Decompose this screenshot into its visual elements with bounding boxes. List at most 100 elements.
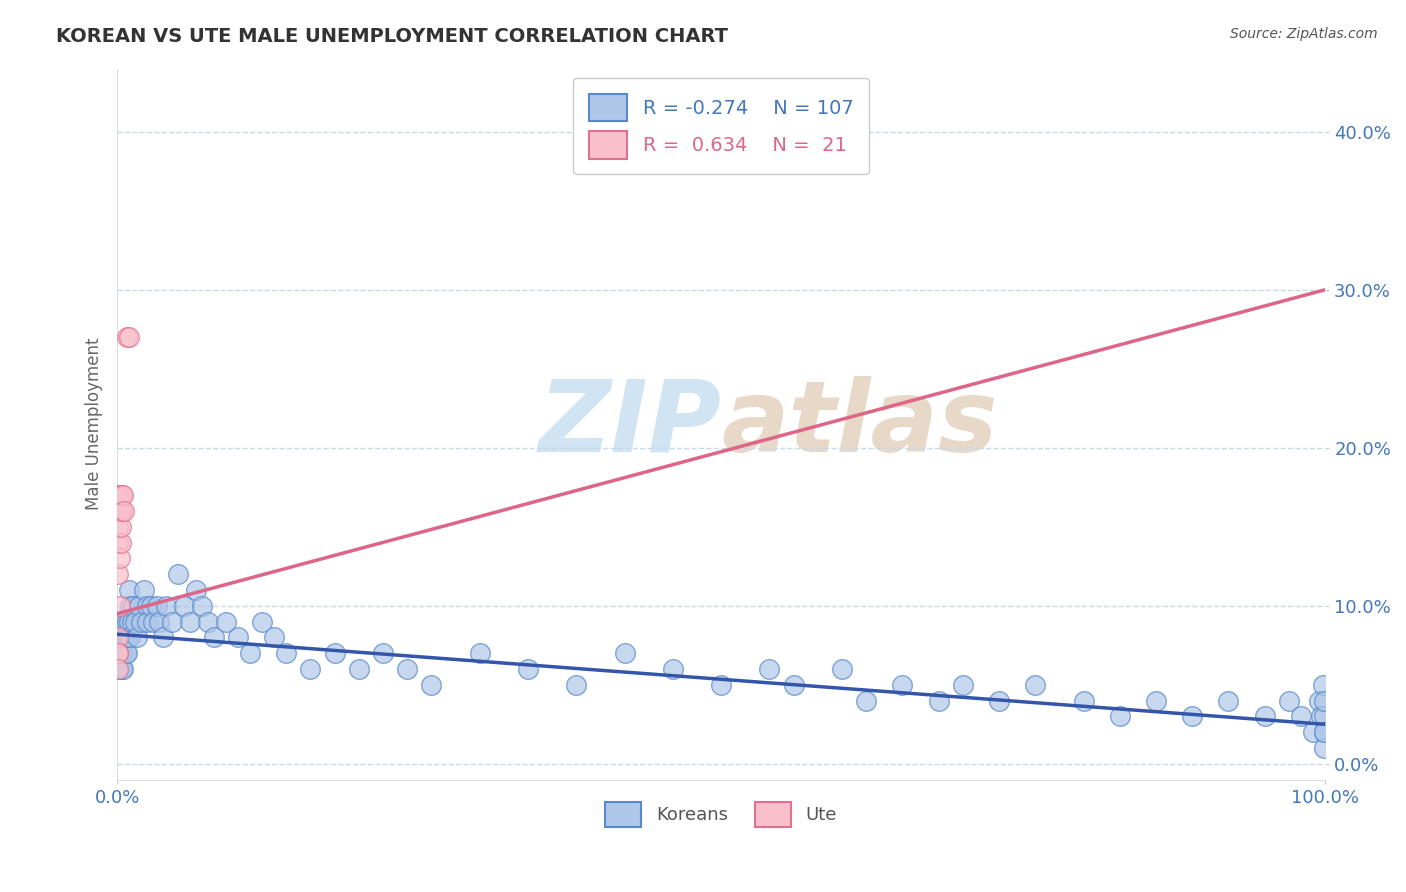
Point <box>107 615 129 629</box>
Point <box>131 615 153 629</box>
Point <box>1073 693 1095 707</box>
Point <box>107 662 129 676</box>
Point <box>1310 709 1333 723</box>
Point <box>107 488 129 502</box>
Point <box>347 662 370 676</box>
Point <box>114 631 136 645</box>
Point <box>111 646 134 660</box>
Point <box>107 631 129 645</box>
Point <box>117 631 139 645</box>
Point <box>239 646 262 660</box>
Point <box>299 662 322 676</box>
Point <box>613 646 636 660</box>
Point <box>202 631 225 645</box>
Point <box>190 599 212 613</box>
Point <box>108 631 131 645</box>
Point <box>111 662 134 676</box>
Point <box>115 615 138 629</box>
Point <box>107 662 129 676</box>
Point <box>420 678 443 692</box>
Point <box>226 631 249 645</box>
Point <box>107 646 129 660</box>
Point <box>1312 678 1334 692</box>
Point <box>1218 693 1240 707</box>
Point <box>396 662 419 676</box>
Text: atlas: atlas <box>721 376 998 473</box>
Point <box>110 631 132 645</box>
Point <box>114 646 136 660</box>
Point <box>166 567 188 582</box>
Point <box>928 693 950 707</box>
Point <box>108 631 131 645</box>
Point <box>108 504 131 518</box>
Point <box>215 615 238 629</box>
Point <box>152 631 174 645</box>
Point <box>120 599 142 613</box>
Point <box>111 488 134 502</box>
Point <box>118 615 141 629</box>
Point <box>565 678 588 692</box>
Point <box>114 504 136 518</box>
Text: ZIP: ZIP <box>538 376 721 473</box>
Point <box>112 662 135 676</box>
Point <box>1254 709 1277 723</box>
Point <box>107 631 129 645</box>
Point <box>118 330 141 344</box>
Point <box>155 599 177 613</box>
Point <box>136 615 159 629</box>
Point <box>1313 709 1336 723</box>
Point <box>107 662 129 676</box>
Point <box>179 615 201 629</box>
Point <box>1313 725 1336 739</box>
Point <box>118 582 141 597</box>
Point <box>108 551 131 566</box>
Point <box>110 535 132 549</box>
Point <box>782 678 804 692</box>
Point <box>952 678 974 692</box>
Point <box>1313 693 1336 707</box>
Point <box>107 646 129 660</box>
Point <box>107 535 129 549</box>
Point <box>1108 709 1130 723</box>
Point <box>107 631 129 645</box>
Point <box>516 662 538 676</box>
Point <box>250 615 273 629</box>
Point <box>107 520 129 534</box>
Point <box>111 615 134 629</box>
Point <box>710 678 733 692</box>
Point <box>124 615 146 629</box>
Point <box>110 646 132 660</box>
Point <box>855 693 877 707</box>
Point <box>142 615 165 629</box>
Point <box>108 646 131 660</box>
Point <box>120 631 142 645</box>
Point <box>107 567 129 582</box>
Point <box>108 599 131 613</box>
Point <box>108 646 131 660</box>
Point <box>125 631 148 645</box>
Point <box>1278 693 1301 707</box>
Point <box>1313 725 1336 739</box>
Point <box>891 678 914 692</box>
Point <box>263 631 285 645</box>
Point <box>115 330 138 344</box>
Point <box>831 662 853 676</box>
Point <box>110 615 132 629</box>
Point <box>662 662 685 676</box>
Point <box>107 646 129 660</box>
Point <box>1289 709 1312 723</box>
Point <box>112 488 135 502</box>
Point <box>184 582 207 597</box>
Point <box>173 599 195 613</box>
Point <box>276 646 298 660</box>
Point <box>1144 693 1167 707</box>
Point <box>121 615 143 629</box>
Point <box>1302 725 1324 739</box>
Point <box>107 646 129 660</box>
Y-axis label: Male Unemployment: Male Unemployment <box>86 338 103 510</box>
Point <box>108 646 131 660</box>
Point <box>758 662 780 676</box>
Point <box>112 646 135 660</box>
Point <box>128 599 150 613</box>
Text: Source: ZipAtlas.com: Source: ZipAtlas.com <box>1230 27 1378 41</box>
